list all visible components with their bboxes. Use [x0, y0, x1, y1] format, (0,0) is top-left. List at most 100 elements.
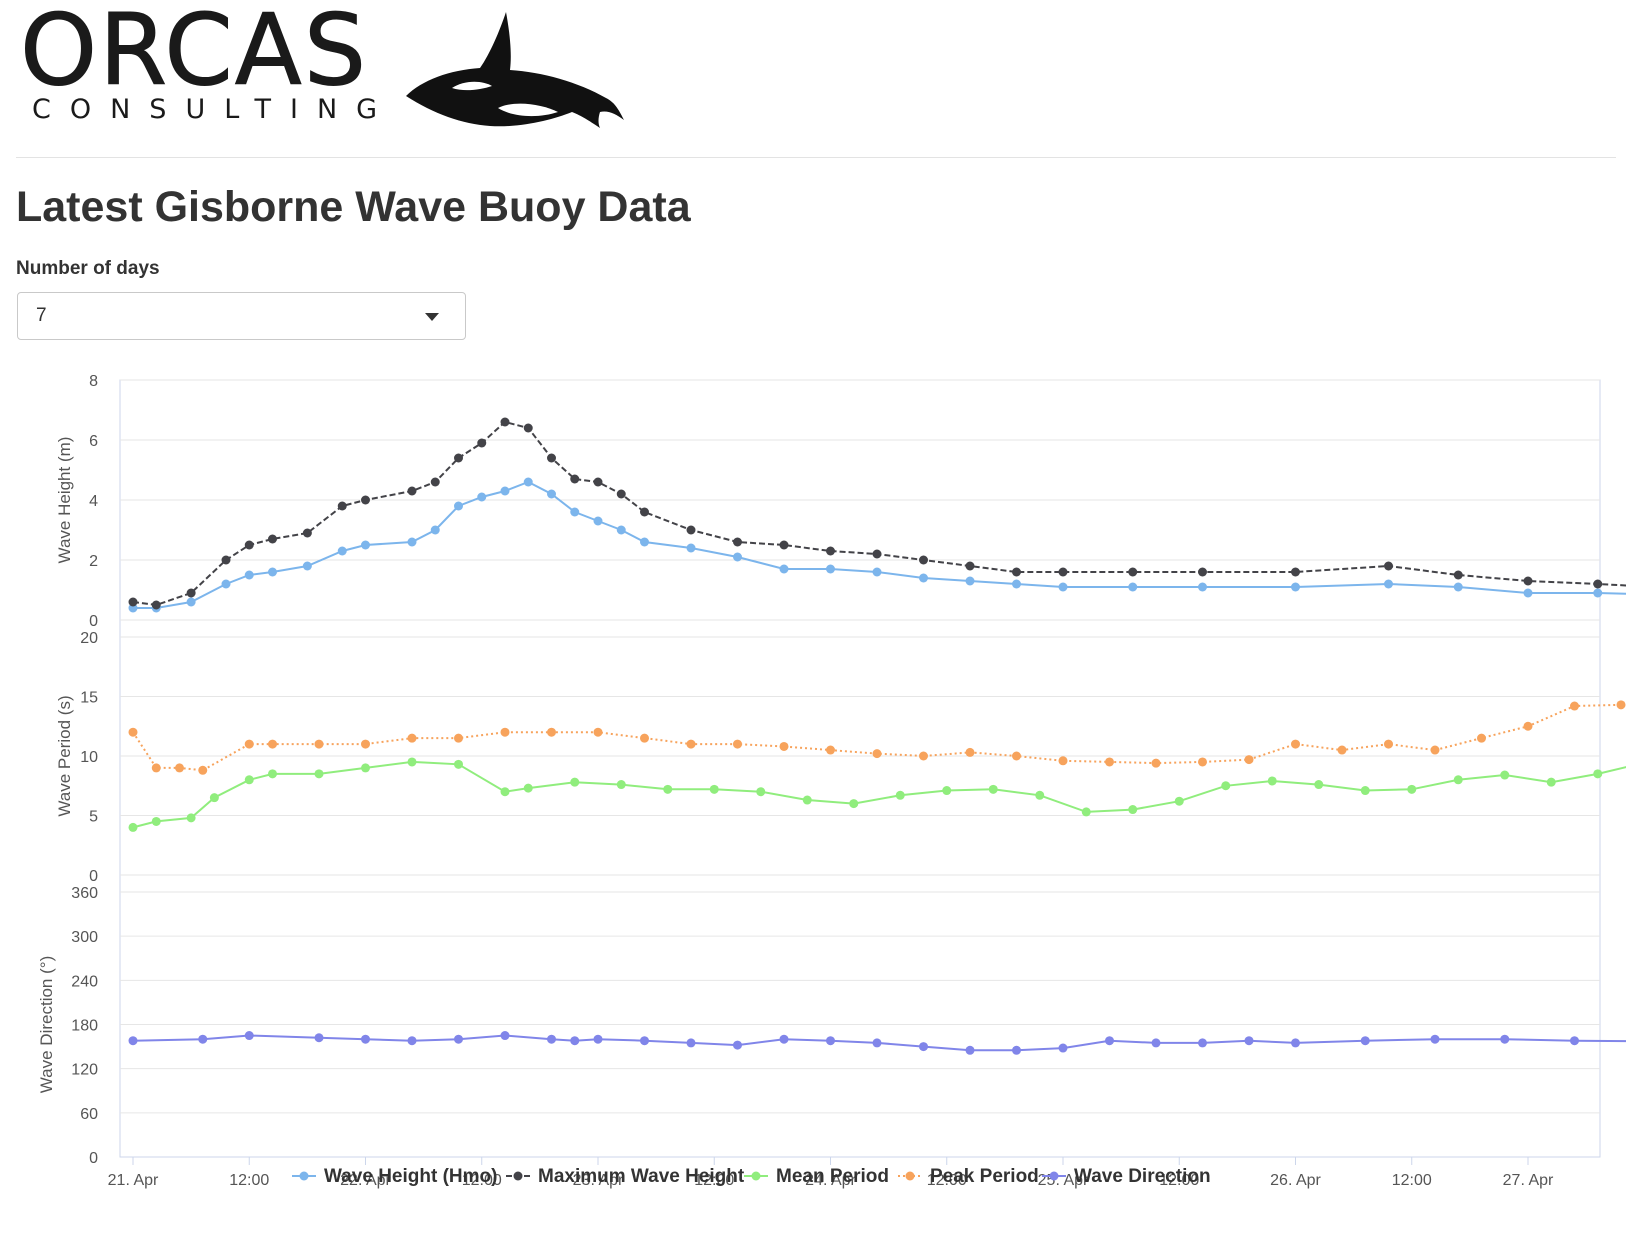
data-point [454, 759, 463, 769]
x-tick-label: 21. Apr [108, 1172, 159, 1189]
data-point [547, 1034, 556, 1044]
data-point [244, 739, 254, 749]
data-point [186, 597, 196, 607]
data-point [500, 417, 510, 427]
data-point [1616, 700, 1626, 710]
data-point [686, 543, 696, 553]
series-line [132, 703, 1626, 772]
y-tick-label: 4 [89, 493, 98, 510]
data-point [302, 561, 312, 571]
data-point [454, 733, 463, 743]
data-point [407, 757, 417, 767]
data-point [314, 739, 324, 749]
data-point [151, 763, 161, 773]
data-point [965, 1045, 975, 1055]
legend-item[interactable]: Mean Period [776, 1166, 889, 1187]
data-point [1500, 1034, 1510, 1044]
data-point [523, 477, 533, 487]
logo-subtitle: CONSULTING [32, 94, 397, 125]
data-point [128, 727, 138, 737]
data-point [1430, 1034, 1440, 1044]
data-point [1384, 579, 1393, 589]
y-tick-label: 20 [80, 630, 98, 647]
data-point [826, 745, 835, 755]
data-point [361, 1034, 370, 1044]
data-point [268, 739, 277, 749]
data-point [570, 507, 580, 517]
data-point [733, 552, 742, 562]
legend-item[interactable]: Wave Height (Hmo) [324, 1166, 497, 1187]
days-select[interactable]: 7 [17, 292, 466, 340]
data-point [1267, 776, 1277, 786]
data-point [640, 507, 649, 517]
legend-swatch-marker [1049, 1171, 1059, 1181]
data-point [302, 528, 312, 538]
x-tick-label: 27. Apr [1503, 1172, 1554, 1189]
data-point [128, 1036, 138, 1046]
legend-item[interactable]: Wave Direction [1074, 1166, 1211, 1187]
data-point [826, 1036, 835, 1046]
data-point [244, 540, 254, 550]
data-point [523, 783, 533, 793]
data-point [756, 787, 766, 797]
y-tick-label: 2 [89, 553, 98, 570]
data-point [523, 423, 533, 433]
data-point [337, 501, 347, 511]
data-point [314, 1033, 324, 1043]
data-point [1128, 582, 1138, 592]
data-point [1360, 786, 1370, 796]
series-line [133, 480, 1626, 609]
data-point [919, 751, 928, 761]
data-point [802, 795, 812, 805]
data-point [477, 438, 487, 448]
data-point [919, 555, 928, 565]
data-point [175, 763, 184, 773]
data-point [570, 777, 580, 787]
data-point [1198, 757, 1207, 767]
data-point [1546, 777, 1556, 787]
x-tick-label: 23. Apr [573, 1172, 624, 1189]
data-point [779, 564, 789, 574]
triangle-down-icon[interactable] [425, 313, 439, 321]
data-point [128, 822, 138, 832]
y-tick-label: 60 [80, 1106, 98, 1123]
data-point [1453, 570, 1463, 580]
data-point [640, 1036, 649, 1046]
y-axis-title: Wave Period (s) [55, 695, 74, 816]
data-point [1198, 567, 1207, 577]
y-tick-label: 5 [89, 809, 98, 826]
data-point [686, 525, 696, 535]
data-point [965, 561, 975, 571]
data-point [407, 733, 417, 743]
data-point [919, 1042, 928, 1052]
header: ORCAS CONSULTING [0, 0, 1626, 160]
y-axis-title: Wave Direction (°) [37, 956, 56, 1093]
y-tick-label: 15 [80, 690, 98, 707]
data-point [547, 727, 556, 737]
data-point [686, 1038, 696, 1048]
data-point [616, 525, 626, 535]
data-point [1151, 1038, 1161, 1048]
data-point [407, 537, 417, 547]
data-point [1453, 582, 1463, 592]
data-point [500, 787, 510, 797]
x-tick-label: 12:00 [462, 1172, 502, 1189]
legend-swatch-marker [751, 1171, 761, 1181]
data-point [454, 453, 463, 463]
days-label: Number of days [16, 258, 160, 279]
data-point [1384, 561, 1393, 571]
data-point [872, 567, 882, 577]
legend-item[interactable]: Peak Period [930, 1166, 1039, 1187]
data-point [314, 769, 324, 779]
data-point [1593, 579, 1603, 589]
data-point [244, 1031, 254, 1041]
data-point [1477, 733, 1486, 743]
data-point [733, 537, 742, 547]
data-point [1291, 1038, 1300, 1048]
data-point [1384, 739, 1393, 749]
data-point [547, 453, 556, 463]
data-point [1058, 1043, 1068, 1053]
legend-item[interactable]: Maximum Wave Height [538, 1166, 745, 1187]
data-point [268, 534, 277, 544]
data-point [244, 775, 254, 785]
